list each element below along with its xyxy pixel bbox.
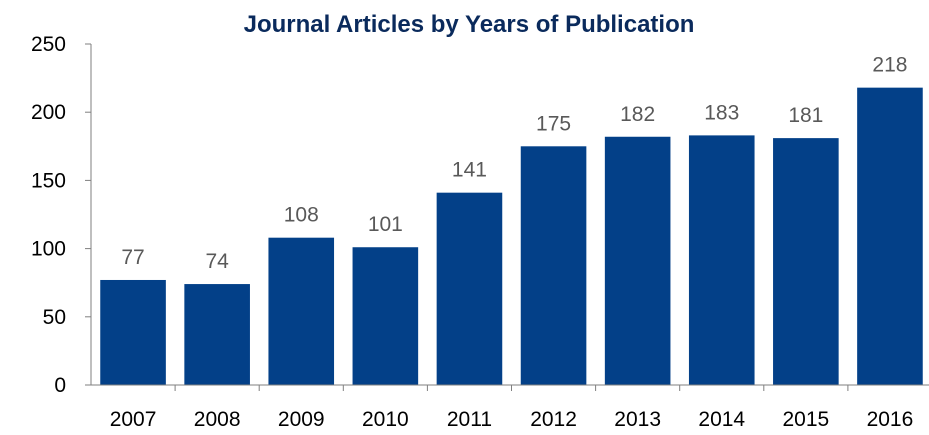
data-label-2016: 218 (872, 54, 907, 77)
data-label-2007: 77 (121, 246, 144, 269)
bar-2011 (436, 192, 503, 385)
y-tick-label: 0 (54, 374, 66, 397)
x-tick-label-2014: 2014 (698, 408, 745, 431)
y-tick-label: 150 (31, 169, 66, 192)
data-label-2008: 74 (205, 250, 229, 273)
data-label-2010: 101 (368, 213, 403, 236)
bar-2015 (773, 138, 839, 385)
x-tick-label-2016: 2016 (867, 408, 914, 431)
bar-2009 (268, 237, 335, 385)
y-axis: 0 50 100 150 200 250 (31, 33, 91, 397)
data-label-2009: 108 (284, 204, 319, 227)
y-tick-label: 50 (43, 306, 66, 329)
bar-2008 (184, 284, 250, 385)
bar-2012 (520, 146, 587, 385)
x-axis: 2007 2008 2009 2010 2011 2012 2013 2014 2015 2016 (110, 385, 914, 431)
x-tick-label-2009: 2009 (278, 408, 325, 431)
x-tick-label-2008: 2008 (194, 408, 241, 431)
data-label-2015: 181 (788, 104, 823, 127)
data-labels: 77 74 108 101 141 175 182 183 181 218 (121, 54, 907, 273)
bar-2016 (857, 87, 923, 385)
data-label-2011: 141 (452, 159, 487, 182)
bar-2007 (100, 279, 166, 385)
x-tick-label-2007: 2007 (110, 408, 157, 431)
y-tick-label: 250 (31, 33, 66, 56)
data-label-2012: 175 (536, 112, 571, 135)
data-label-2014: 183 (704, 101, 739, 124)
y-tick-label: 200 (31, 101, 66, 124)
chart-title: Journal Articles by Years of Publication (244, 11, 695, 38)
bar-2010 (352, 247, 419, 385)
x-tick-label-2010: 2010 (362, 408, 409, 431)
bar-2014 (688, 135, 755, 385)
y-tick-label: 100 (31, 238, 66, 261)
x-tick-label-2013: 2013 (614, 408, 661, 431)
bar-2013 (604, 136, 671, 385)
x-tick-label-2012: 2012 (530, 408, 577, 431)
x-tick-label-2011: 2011 (447, 408, 492, 431)
x-tick-label-2015: 2015 (782, 408, 829, 431)
data-label-2013: 182 (620, 103, 655, 126)
bar-series (100, 87, 923, 385)
